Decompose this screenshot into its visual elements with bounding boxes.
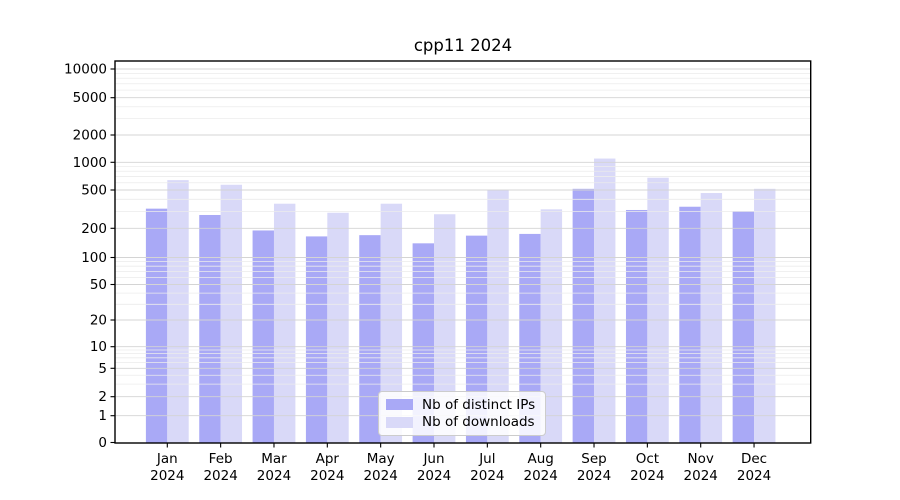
x-tick-label-year: 2024 xyxy=(470,468,504,484)
bar-distinct-ips xyxy=(305,236,328,443)
x-tick-label-year: 2024 xyxy=(417,468,451,484)
x-tick-label-year: 2024 xyxy=(737,468,771,484)
x-tick-label-year: 2024 xyxy=(150,468,184,484)
x-tick-label-year: 2024 xyxy=(203,468,237,484)
bar-distinct-ips xyxy=(572,188,595,443)
y-tick-label: 50 xyxy=(90,277,107,293)
y-tick-label: 100 xyxy=(81,250,107,266)
x-tick-label-month: Sep xyxy=(581,451,606,467)
bar-distinct-ips xyxy=(252,230,274,443)
x-tick-label-year: 2024 xyxy=(257,468,291,484)
y-tick-label: 200 xyxy=(81,221,107,237)
x-tick-label-month: Nov xyxy=(688,451,714,467)
legend-swatch-distinct-ips xyxy=(386,399,413,411)
bar-downloads xyxy=(327,212,349,443)
plot-border xyxy=(114,60,812,444)
legend: Nb of distinct IPs Nb of downloads xyxy=(378,391,546,436)
bar-distinct-ips xyxy=(732,211,755,443)
bar-distinct-ips xyxy=(625,209,648,443)
x-tick-label-year: 2024 xyxy=(310,468,344,484)
bar-distinct-ips xyxy=(519,233,541,443)
x-tick-label-month: Dec xyxy=(741,451,767,467)
x-tick-label-year: 2024 xyxy=(684,468,718,484)
y-tick-label: 5 xyxy=(98,361,107,377)
y-tick-label: 1000 xyxy=(73,155,107,171)
legend-item-distinct-ips: Nb of distinct IPs xyxy=(386,397,538,413)
y-tick-label: 2 xyxy=(98,389,107,405)
bar-distinct-ips xyxy=(199,214,221,443)
bar-downloads xyxy=(594,158,616,444)
x-tick-label-month: Oct xyxy=(636,451,659,467)
bar-distinct-ips xyxy=(359,235,381,443)
legend-item-downloads: Nb of downloads xyxy=(386,414,538,430)
y-tick-label: 500 xyxy=(81,183,107,199)
bar-downloads xyxy=(380,203,403,443)
x-tick-label-year: 2024 xyxy=(363,468,397,484)
x-tick-label-year: 2024 xyxy=(577,468,611,484)
y-tick-label: 1 xyxy=(98,408,107,424)
x-tick-label-year: 2024 xyxy=(630,468,664,484)
bar-distinct-ips xyxy=(145,208,168,443)
bar-distinct-ips xyxy=(679,206,701,443)
bar-downloads xyxy=(487,190,509,443)
bar-downloads xyxy=(540,209,563,443)
y-tick-label: 0 xyxy=(98,435,107,451)
bar-downloads xyxy=(754,188,776,443)
y-tick-label: 2000 xyxy=(73,128,107,144)
bar-downloads xyxy=(220,184,243,443)
y-tick-label: 20 xyxy=(90,313,107,329)
bar-downloads xyxy=(167,180,189,443)
legend-label-downloads: Nb of downloads xyxy=(422,414,535,431)
y-tick-label: 10 xyxy=(90,339,107,355)
x-tick-label-year: 2024 xyxy=(524,468,558,484)
bar-downloads xyxy=(273,203,296,443)
chart-title: cpp11 2024 xyxy=(413,36,513,55)
x-tick-label-month: Jan xyxy=(156,451,178,467)
y-tick-label: 5000 xyxy=(73,90,107,106)
x-tick-label-month: Jul xyxy=(478,451,495,467)
legend-swatch-downloads xyxy=(386,416,413,428)
bar-downloads xyxy=(647,177,669,443)
x-tick-label-month: Apr xyxy=(316,451,340,467)
x-tick-label-month: Aug xyxy=(527,451,553,467)
x-tick-label-month: Feb xyxy=(209,451,233,467)
bar-downloads xyxy=(700,193,723,443)
x-tick-label-month: Mar xyxy=(261,451,287,467)
x-tick-label-month: Jun xyxy=(422,451,444,467)
legend-label-distinct-ips: Nb of distinct IPs xyxy=(422,396,536,413)
y-tick-label: 10000 xyxy=(64,62,107,78)
x-tick-label-month: May xyxy=(367,451,395,467)
